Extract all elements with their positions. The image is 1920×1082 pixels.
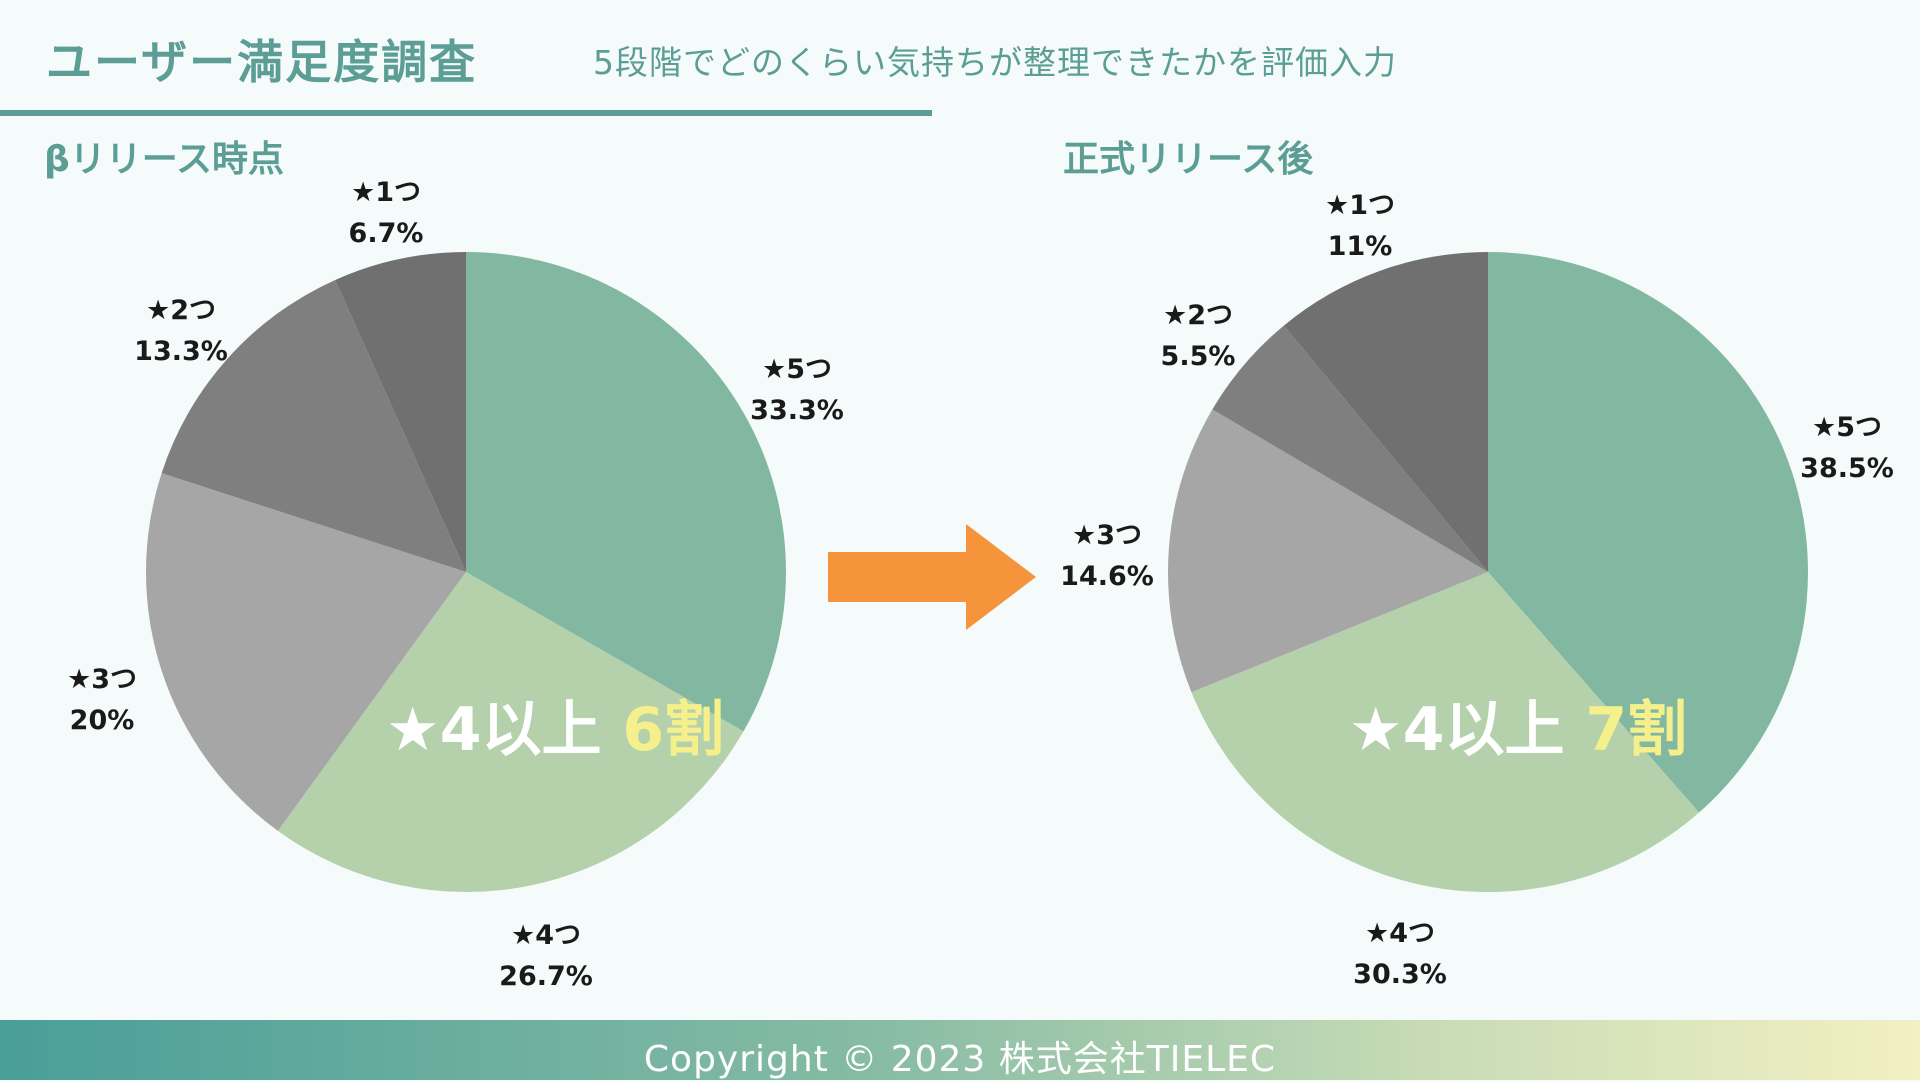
pie-charts: ★5つ 33.3% ★4つ 26.7% ★3つ 20% ★2つ 13.3% ★1つ 6.7% ★4以… [67,177,1894,992]
slice-label-star1: ★1つ [1325,190,1395,221]
pie-slice-star1 [1283,252,1488,572]
slice-label-star4: ★4つ [511,920,581,951]
slice-value-star3: 20% [70,705,135,736]
pie-slice-star4 [277,572,744,893]
copyright-text: Copyright © 2023 株式会社TIELEC [643,1039,1277,1080]
pie-slice-star1 [335,252,466,572]
annotation-text: ★4以上 [386,695,622,765]
annotation-highlight: 7割 [1585,695,1687,765]
slice-label-star5: ★5つ [1812,412,1882,443]
title-underline [0,110,932,116]
slice-value-star2: 5.5% [1161,341,1236,372]
annotation-star4-plus: ★4以上 7割 [1349,695,1687,765]
transition-arrow-icon [828,524,1036,630]
pie-slice-star4 [1191,572,1700,893]
pie-slice-star3 [1167,409,1488,693]
pie-slice-star2 [1212,325,1488,572]
annotation-highlight: 6割 [622,695,724,765]
slice-label-star1: ★1つ [351,177,421,208]
slice-label-star5: ★5つ [762,354,832,385]
slice-value-star4: 26.7% [499,961,593,992]
footer-bar [0,1020,1920,1080]
chart-title-release: 正式リリース後 [1063,139,1314,180]
slice-value-star1: 6.7% [349,218,424,249]
page-title: ユーザー満足度調査 [46,35,478,89]
chart-title-beta: βリリース時点 [44,139,284,180]
slice-value-star2: 13.3% [134,336,228,367]
slice-value-star3: 14.6% [1060,561,1154,592]
slice-value-star1: 11% [1328,231,1393,262]
slice-value-star4: 30.3% [1353,959,1447,990]
pie-slice-star2 [161,279,466,572]
annotation-star4-plus: ★4以上 6割 [386,695,724,765]
slice-value-star5: 38.5% [1800,453,1894,484]
pie-slice-star3 [145,473,467,831]
slice-label-star2: ★2つ [1163,300,1233,331]
slice-label-star3: ★3つ [67,664,137,695]
annotation-text: ★4以上 [1349,695,1585,765]
slice-label-star2: ★2つ [146,295,216,326]
slice-value-star5: 33.3% [750,395,844,426]
slice-label-star3: ★3つ [1072,520,1142,551]
pie-slice-star5 [466,252,786,732]
pie-slice-star5 [1488,252,1809,813]
slice-label-star4: ★4つ [1365,918,1435,949]
page-subtitle: 5段階でどのくらい気持ちが整理できたかを評価入力 [593,43,1397,82]
